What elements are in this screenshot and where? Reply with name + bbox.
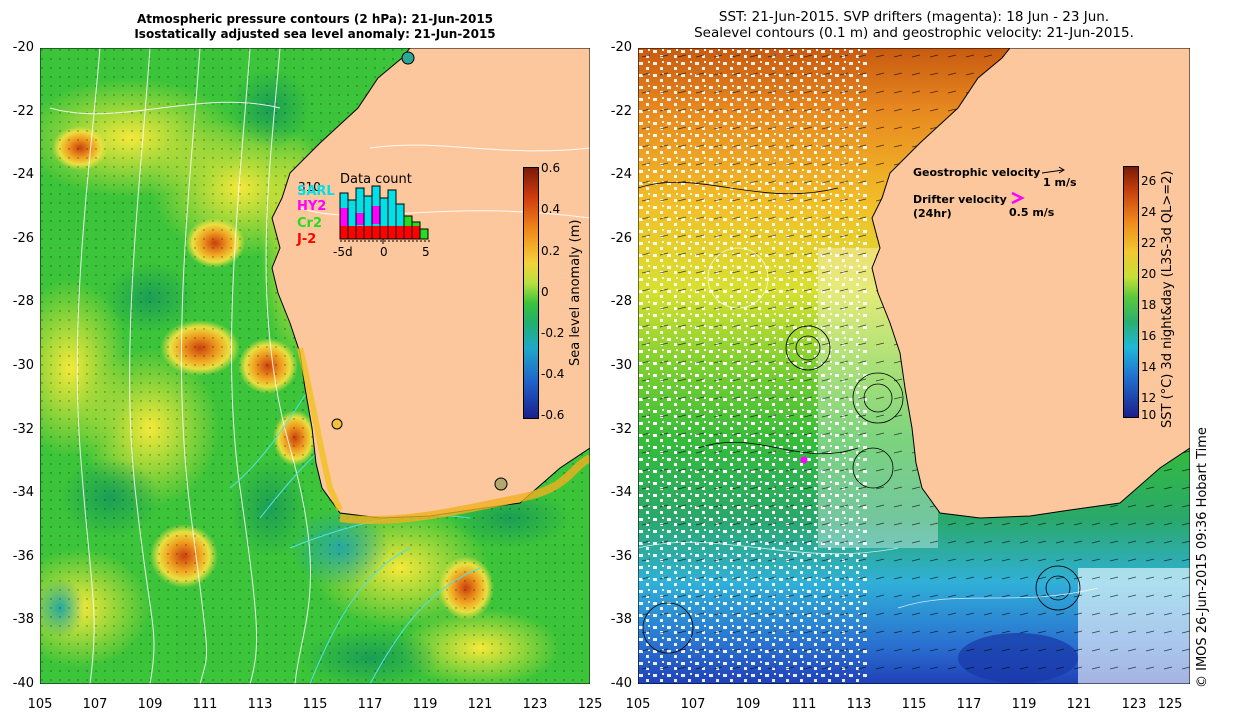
right-cb-tick-5: 16 [1141, 329, 1157, 343]
right-xtick: 115 [901, 697, 927, 712]
left-xtick: 107 [82, 697, 108, 712]
left-xtick: 115 [302, 697, 328, 712]
inset-max-count: 310 [298, 180, 321, 194]
inset-xtick-0: 0 [380, 245, 388, 259]
right-ytick: -34 [610, 485, 632, 500]
right-ytick: -40 [610, 676, 632, 691]
right-cb-tick-8: 10 [1141, 408, 1157, 422]
inset-xtick-m5: -5d [333, 245, 353, 259]
inset-title: Data count [340, 172, 412, 187]
drifter-velocity-sub: (24hr) [913, 207, 952, 220]
right-xtick: 109 [735, 697, 761, 712]
left-title-line1: Atmospheric pressure contours (2 hPa): 2… [136, 12, 494, 26]
left-cb-tick-0: 0.6 [541, 161, 561, 175]
left-xtick: 109 [137, 697, 163, 712]
right-cb-tick-6: 14 [1141, 360, 1157, 374]
right-colorbar [1123, 166, 1139, 418]
right-xtick: 123 [1121, 697, 1147, 712]
inset-sat-hy2: HY2 [297, 199, 327, 214]
left-ytick: -28 [12, 294, 34, 309]
left-colorbar-label: Sea level anomaly (m) [568, 219, 583, 366]
australia-landmass [871, 48, 1190, 519]
right-cb-tick-4: 18 [1141, 298, 1157, 312]
right-ytick: -36 [610, 549, 632, 564]
left-colorbar [523, 167, 539, 419]
left-ytick: -32 [12, 422, 34, 437]
left-xtick: 123 [522, 697, 548, 712]
right-ytick: -26 [610, 231, 632, 246]
right-xtick: 113 [846, 697, 872, 712]
left-ytick: -24 [12, 167, 34, 182]
left-cb-tick-6: -0.6 [541, 408, 565, 422]
left-ytick: -30 [12, 358, 34, 373]
right-title-line1: SST: 21-Jun-2015. SVP drifters (magenta)… [718, 9, 1110, 25]
left-ytick: -40 [12, 676, 34, 691]
drifter-velocity-scale: 0.5 m/s [1009, 206, 1055, 219]
left-cb-tick-2: 0.2 [541, 244, 561, 258]
right-ytick: -38 [610, 612, 632, 627]
left-ytick: -36 [12, 549, 34, 564]
left-cb-tick-4: -0.2 [541, 326, 565, 340]
right-xtick: 107 [680, 697, 706, 712]
inset-sat-cr2: Cr2 [297, 216, 322, 231]
drifter-velocity-label: Drifter velocity [913, 193, 1007, 206]
data-count-inset [339, 185, 430, 244]
left-map[interactable] [40, 48, 590, 684]
right-cb-tick-3: 20 [1141, 267, 1157, 281]
right-panel-title: SST: 21-Jun-2015. SVP drifters (magenta)… [638, 9, 1190, 41]
right-ytick: -28 [610, 294, 632, 309]
left-xtick: 105 [27, 697, 53, 712]
inset-xtick-5: 5 [422, 245, 430, 259]
geo-velocity-label: Geostrophic velocity [913, 166, 1041, 179]
left-xtick: 111 [192, 697, 218, 712]
inset-sat-sarl: SARL [297, 184, 335, 199]
left-ytick: -20 [12, 40, 34, 55]
right-cb-tick-7: 12 [1141, 391, 1157, 405]
right-ytick: -20 [610, 40, 632, 55]
right-ytick: -22 [610, 104, 632, 119]
right-cb-tick-1: 24 [1141, 205, 1157, 219]
left-title-line2: Isostatically adjusted sea level anomaly… [134, 27, 496, 41]
right-xtick: 117 [956, 697, 982, 712]
right-xtick: 111 [791, 697, 817, 712]
right-ytick: -30 [610, 358, 632, 373]
right-title-line2: Sealevel contours (0.1 m) and geostrophi… [694, 25, 1134, 41]
left-xtick: 121 [467, 697, 493, 712]
right-cb-tick-0: 26 [1141, 174, 1157, 188]
right-xtick: 119 [1011, 697, 1037, 712]
left-ytick: -34 [12, 485, 34, 500]
left-xtick: 117 [357, 697, 383, 712]
left-xtick: 119 [412, 697, 438, 712]
left-xtick: 113 [247, 697, 273, 712]
right-xtick: 105 [625, 697, 651, 712]
inset-sat-j2: J-2 [297, 232, 317, 247]
geo-velocity-scale: 1 m/s [1043, 176, 1077, 189]
left-cb-tick-5: -0.4 [541, 367, 565, 381]
left-ytick: -26 [12, 231, 34, 246]
right-ytick: -24 [610, 167, 632, 182]
imos-credit: © IMOS 26-Jun-2015 09:36 Hobart Time [1195, 427, 1210, 688]
right-ytick: -32 [610, 422, 632, 437]
right-xtick: 121 [1066, 697, 1092, 712]
drifter-marker [800, 456, 808, 464]
right-map[interactable] [638, 48, 1190, 684]
left-ytick: -22 [12, 104, 34, 119]
left-ytick: -38 [12, 612, 34, 627]
left-cb-tick-1: 0.4 [541, 202, 561, 216]
left-cb-tick-3: 0 [541, 285, 549, 299]
right-xtick: 125 [1157, 697, 1183, 712]
right-cb-tick-2: 22 [1141, 236, 1157, 250]
left-xtick: 125 [577, 697, 603, 712]
right-colorbar-label: SST (°C) 3d night&day (L3S-3d QL>=2) [1160, 170, 1175, 429]
left-panel-title: Atmospheric pressure contours (2 hPa): 2… [40, 12, 590, 42]
